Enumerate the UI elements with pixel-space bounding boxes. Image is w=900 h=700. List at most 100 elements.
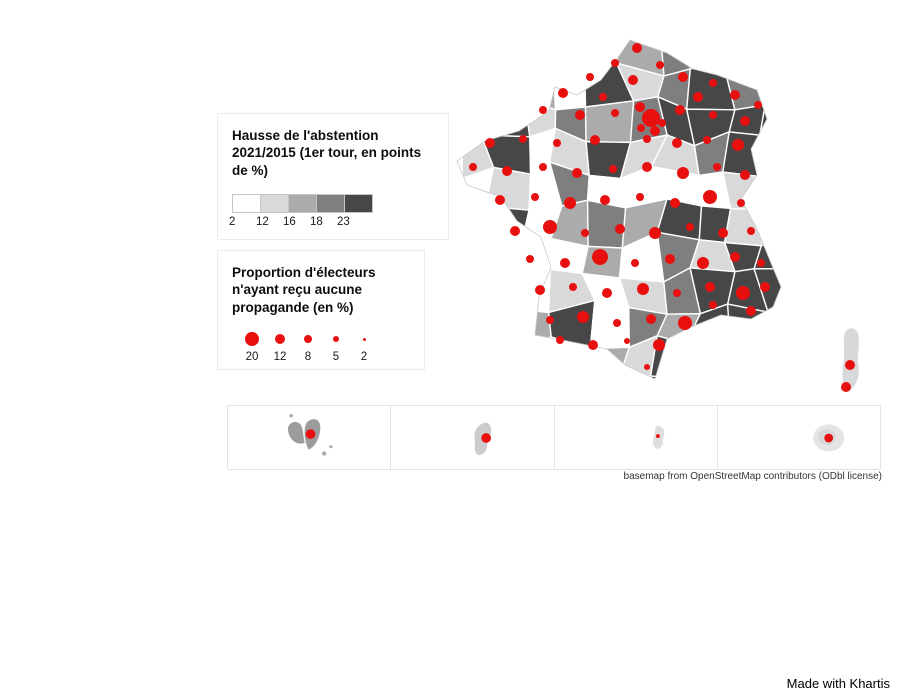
map-dot [642, 162, 652, 172]
department-shape [684, 339, 731, 379]
map-dot [644, 364, 650, 370]
map-dot [635, 102, 645, 112]
map-dot [510, 226, 520, 236]
map-dot [611, 59, 619, 67]
inset-martinique [390, 405, 555, 470]
department-shape [822, 167, 862, 203]
inset-dot-layer [481, 433, 492, 443]
choropleth-legend: Hausse de l'abstention 2021/2015 (1er to… [217, 113, 449, 240]
map-dot [656, 61, 664, 69]
ramp-swatch [344, 193, 373, 213]
department-shape [457, 62, 496, 101]
map-dot [613, 319, 621, 327]
department-shape [514, 308, 552, 348]
map-dot [637, 283, 649, 295]
inset-dot [824, 433, 833, 443]
department-shape [457, 297, 499, 348]
map-dot [740, 116, 750, 126]
map-dot [747, 227, 755, 235]
department-shape [826, 100, 863, 145]
map-dot [632, 43, 642, 53]
department-shape [561, 365, 592, 379]
department-shape [719, 377, 758, 379]
map-dot [624, 338, 630, 344]
islet-shape [322, 451, 327, 456]
department-shape [767, 305, 781, 349]
inset-dot [481, 433, 492, 443]
department-shape [457, 336, 499, 379]
symbol-legend-circle [333, 336, 339, 343]
department-shape [754, 368, 781, 379]
map-dot [740, 170, 750, 180]
map-dot [650, 126, 660, 136]
map-dot [590, 135, 600, 145]
department-shape [522, 381, 563, 405]
map-dot [631, 259, 639, 267]
map-dot [643, 135, 651, 143]
inset-dot-layer [824, 433, 833, 443]
ramp-break-label: 23 [337, 215, 350, 228]
map-dot [636, 193, 644, 201]
department-shape [514, 336, 564, 379]
department-shape [457, 40, 496, 72]
guadeloupe-shape [287, 421, 305, 444]
map-dot [592, 249, 608, 265]
map-dot [539, 163, 547, 171]
map-dot [673, 289, 681, 297]
map-dot [611, 109, 619, 117]
symbol-legend-circle [245, 332, 259, 347]
map-dot [757, 259, 765, 267]
inset-dot [655, 434, 660, 438]
department-shape [789, 201, 824, 239]
islet-shape [289, 413, 293, 418]
map-dot [637, 124, 645, 132]
map-dot [526, 255, 534, 263]
map-dot [646, 314, 656, 324]
map-dot [845, 360, 855, 370]
department-shape [723, 207, 768, 247]
map-dot [495, 195, 505, 205]
map-dot [678, 72, 688, 82]
department-shape [685, 62, 736, 111]
symbol-legend: Proportion d'électeurs n'ayant reçu aucu… [217, 250, 425, 370]
inset-dot-layer [305, 429, 316, 439]
map-dot [665, 254, 675, 264]
symbol-legend-circle [275, 334, 285, 345]
symbol-legend-label: 5 [332, 350, 340, 363]
choropleth-ramp [232, 193, 434, 213]
map-dot [560, 258, 570, 268]
map-dot [485, 138, 495, 148]
map-dot [599, 93, 607, 101]
ramp-break-label: 12 [256, 215, 269, 228]
map-dot [653, 339, 665, 351]
map-dot [615, 224, 625, 234]
map-dot [531, 193, 539, 201]
department-shape [824, 237, 864, 279]
map-dot [697, 257, 709, 269]
department-shape [552, 40, 586, 66]
map-dot [577, 311, 589, 323]
department-shape [481, 235, 531, 273]
ramp-break-label: 16 [283, 215, 296, 228]
map-dot [703, 190, 717, 204]
department-shape [786, 269, 827, 307]
department-shape [480, 97, 531, 138]
symbol-legend-item: 2 [350, 332, 378, 363]
department-shape [790, 129, 826, 172]
symbol-legend-label: 8 [304, 350, 312, 363]
map-dot [569, 283, 577, 291]
map-dot [709, 301, 717, 309]
department-shape [722, 40, 767, 68]
france-map [456, 39, 864, 405]
department-shape [618, 375, 659, 379]
islet-shape [329, 445, 333, 449]
department-shape [522, 235, 552, 271]
choropleth-legend-title: Hausse de l'abstention 2021/2015 (1er to… [232, 128, 422, 178]
symbol-legend-label: 2 [360, 350, 368, 363]
department-shape [486, 336, 529, 379]
department-shape [488, 265, 531, 314]
department-shape [754, 342, 781, 379]
map-dot [677, 167, 689, 179]
symbol-legend-circle [362, 337, 366, 341]
